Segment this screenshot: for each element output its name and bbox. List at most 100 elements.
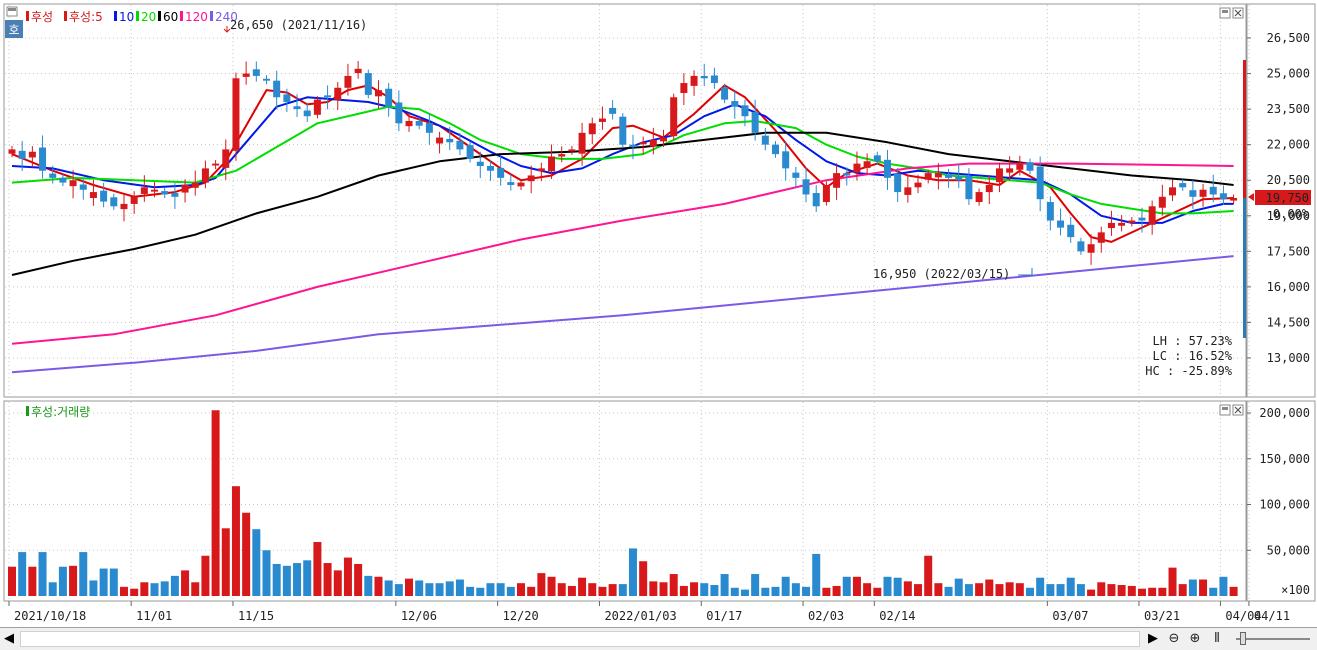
legend-label-4: 60 [163, 10, 178, 24]
volume-bar [333, 570, 342, 596]
volume-bar [934, 583, 943, 596]
candle-body [1057, 220, 1065, 228]
hc-stat: HC : -25.89% [1145, 364, 1232, 378]
candle-body [924, 173, 932, 180]
volume-bar [588, 583, 597, 596]
volume-bar [618, 584, 627, 596]
date-label: 11/01 [136, 609, 172, 623]
candle-body [578, 132, 586, 154]
volume-bar [669, 574, 678, 596]
candle-body [1230, 198, 1238, 201]
date-label: 02/14 [879, 609, 915, 623]
candle-body [507, 182, 515, 185]
candle-body [89, 192, 97, 198]
volume-bar [924, 555, 933, 596]
ma-line-10 [11, 96, 1234, 224]
volume-bar [323, 563, 332, 596]
current-price-indicator-down [1243, 198, 1246, 338]
candle-body [69, 180, 77, 187]
volume-bars [8, 410, 1238, 596]
zoom-slider[interactable] [1236, 638, 1310, 640]
date-label: 2022/01/03 [604, 609, 676, 623]
volume-bar [38, 552, 47, 596]
candle-body [1118, 222, 1126, 226]
date-label: 04/11 [1254, 609, 1290, 623]
volume-bar [435, 583, 444, 596]
scroll-right-button[interactable]: ▶ [1148, 631, 1158, 646]
volume-bar [771, 586, 780, 596]
candle-body [761, 135, 769, 145]
volume-tick-label: 150,000 [1259, 452, 1310, 466]
zoom-in-button[interactable]: ⊕ [1189, 631, 1201, 646]
volume-bar [761, 587, 770, 596]
price-tick-label: 17,500 [1267, 244, 1310, 258]
candle-body [293, 106, 301, 110]
volume-bar [1127, 585, 1136, 596]
volume-bar [852, 576, 861, 596]
candle-body [1067, 224, 1075, 238]
candle-body [812, 193, 820, 207]
candle-body [324, 95, 332, 98]
current-price-box [1255, 190, 1311, 205]
volume-bar [1178, 584, 1187, 596]
bar-width-button[interactable]: ⦀ [1214, 631, 1220, 646]
volume-bar [486, 583, 495, 596]
legend-marker-4 [158, 11, 161, 21]
candle-body [1199, 189, 1207, 197]
volume-bar [975, 583, 984, 596]
volume-bar [1188, 579, 1197, 596]
candle-body [527, 175, 535, 182]
volume-bar [1015, 583, 1024, 596]
volume-bar [425, 583, 434, 596]
candle-body [1209, 186, 1217, 195]
header-badge-bg[interactable] [5, 20, 23, 38]
candle-body [1097, 232, 1105, 243]
volume-bar [802, 586, 811, 596]
zoom-slider-handle[interactable] [1240, 632, 1246, 645]
candle-body [344, 75, 352, 88]
volume-pane [3, 400, 1247, 602]
candle-body [609, 107, 617, 114]
candle-body [1148, 206, 1156, 225]
candle-body [700, 75, 708, 79]
volume-bar [822, 587, 831, 596]
candle-body [486, 166, 494, 171]
scroll-left-button[interactable]: ◀ [4, 631, 14, 646]
horizontal-scrollbar[interactable]: ◀ ▶ ⊖ ⊕ ⦀ [0, 627, 1317, 650]
candle-body [822, 184, 830, 203]
candle-body [18, 150, 26, 159]
volume-bar [181, 570, 190, 596]
candle-body [1026, 162, 1034, 171]
candle-body [690, 75, 698, 86]
zoom-out-button[interactable]: ⊖ [1168, 631, 1180, 646]
volume-bar [781, 576, 790, 596]
header-badge[interactable]: 호 [8, 23, 19, 37]
price-tick-label: 23,500 [1267, 102, 1310, 116]
candle-body [782, 151, 790, 169]
volume-bar [608, 584, 617, 596]
price-pane-maximize-icon[interactable] [1219, 7, 1231, 19]
volume-bar [191, 582, 200, 596]
price-pane-close-icon[interactable] [1232, 7, 1244, 19]
volume-pane-maximize-icon[interactable] [1219, 404, 1231, 416]
price-axis: 26,500 25,000 23,500 22,000 20,500 19,000 17,5… [1247, 31, 1310, 365]
volume-bar [1168, 567, 1177, 596]
candle-body [843, 173, 851, 176]
volume-bar [282, 565, 291, 596]
volume-bar [1087, 589, 1096, 596]
candle-body [222, 149, 230, 168]
volume-bar [384, 580, 393, 596]
volume-pane-close-icon[interactable] [1232, 404, 1244, 416]
volume-bar [262, 550, 271, 596]
volume-bar [160, 581, 169, 596]
scroll-track[interactable] [20, 631, 1140, 647]
legend-label-2: 10 [119, 10, 134, 24]
window-menu-icon[interactable] [6, 6, 18, 17]
ma-line-120 [11, 162, 1234, 345]
date-label: 04/04 [1225, 609, 1261, 623]
candle-body [354, 68, 362, 74]
low-annotation-text: 16,950 (2022/03/15) [873, 267, 1010, 281]
candle-body [151, 189, 159, 192]
candle-body [201, 168, 209, 183]
